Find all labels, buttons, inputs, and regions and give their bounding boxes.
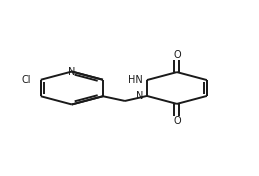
Text: O: O [173, 50, 181, 60]
Text: N: N [136, 91, 143, 101]
Text: HN: HN [128, 75, 143, 85]
Text: O: O [173, 116, 181, 126]
Text: Cl: Cl [21, 75, 31, 85]
Text: N: N [68, 67, 76, 77]
